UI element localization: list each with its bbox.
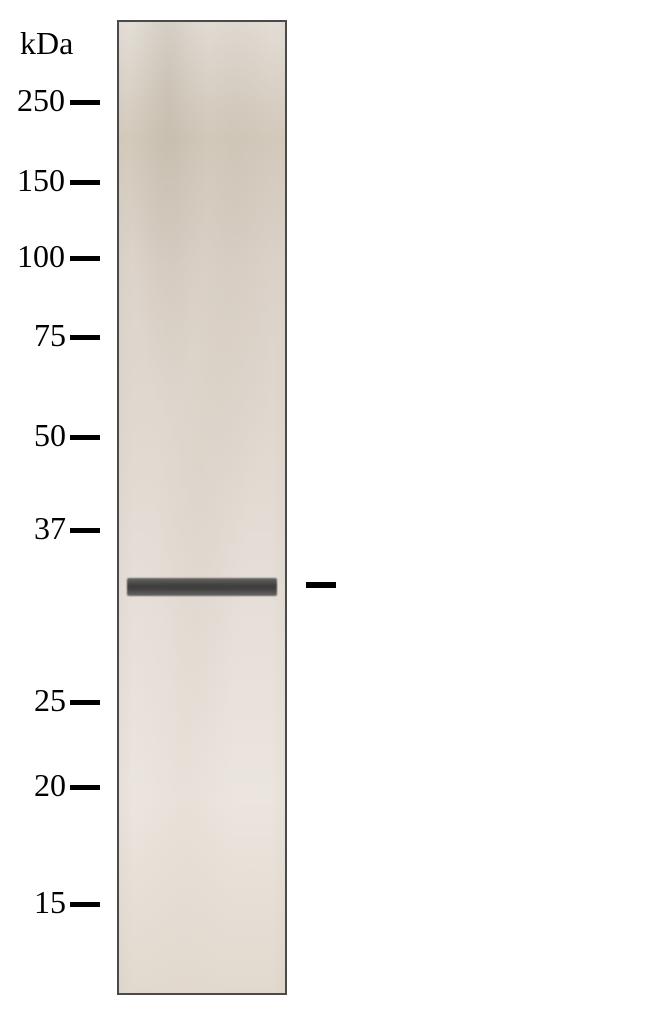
marker-tick-75 [70, 335, 100, 340]
marker-label-250: 250 [5, 82, 65, 119]
marker-tick-15 [70, 902, 100, 907]
marker-tick-250 [70, 100, 100, 105]
marker-label-75: 75 [18, 317, 66, 354]
marker-tick-37 [70, 528, 100, 533]
target-weight-indicator [306, 582, 336, 588]
marker-label-37: 37 [18, 510, 66, 547]
marker-label-15: 15 [18, 884, 66, 921]
marker-tick-50 [70, 435, 100, 440]
marker-tick-25 [70, 700, 100, 705]
marker-label-150: 150 [5, 162, 65, 199]
blot-background [119, 22, 285, 993]
marker-label-100: 100 [5, 238, 65, 275]
protein-band [127, 578, 277, 596]
marker-label-25: 25 [18, 682, 66, 719]
marker-tick-100 [70, 256, 100, 261]
unit-label: kDa [20, 25, 73, 62]
marker-tick-20 [70, 785, 100, 790]
marker-tick-150 [70, 180, 100, 185]
marker-label-20: 20 [18, 767, 66, 804]
blot-texture [119, 22, 285, 993]
blot-lane [117, 20, 287, 995]
marker-label-50: 50 [18, 417, 66, 454]
western-blot-container: kDa 250 150 100 75 50 37 25 20 15 [0, 0, 650, 1020]
